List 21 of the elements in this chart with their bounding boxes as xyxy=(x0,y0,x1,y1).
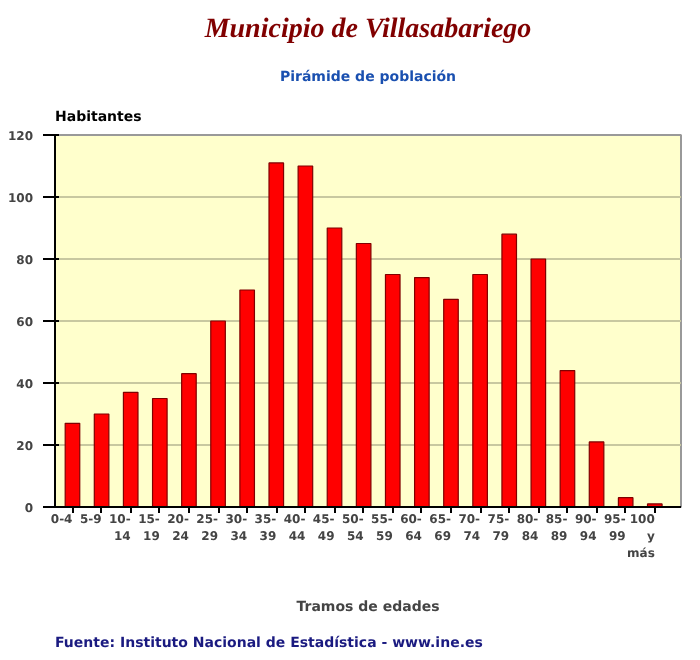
bar xyxy=(297,165,314,507)
bar xyxy=(326,227,343,507)
bar xyxy=(559,370,576,507)
bar xyxy=(64,422,81,507)
bar xyxy=(268,162,285,507)
bar xyxy=(355,242,372,507)
bar xyxy=(588,441,605,507)
bar xyxy=(181,373,197,507)
bar xyxy=(617,497,634,507)
bar xyxy=(530,258,547,507)
chart-title: Municipio de Villasabariego xyxy=(202,15,532,45)
bar xyxy=(239,289,256,507)
bar xyxy=(93,413,110,507)
bar xyxy=(122,391,139,507)
bar xyxy=(413,277,430,507)
bar xyxy=(443,298,459,507)
bar xyxy=(501,233,518,507)
bar xyxy=(210,320,226,507)
bar xyxy=(151,397,168,507)
bar xyxy=(472,273,488,507)
bar xyxy=(384,273,401,507)
